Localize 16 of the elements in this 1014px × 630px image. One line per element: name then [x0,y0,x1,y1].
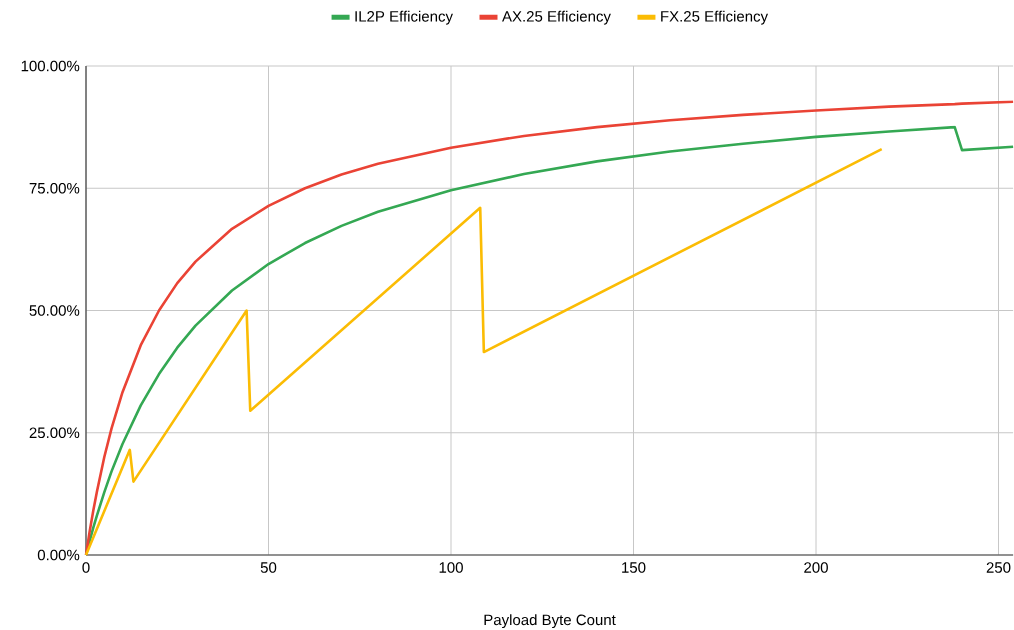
x-tick-label: 150 [622,562,646,573]
y-tick-label: 100.00% [21,60,80,72]
legend-label: FX.25 Efficiency [661,10,769,25]
y-tick-label: 0.00% [37,549,80,561]
y-tick-label: 50.00% [29,305,80,316]
y-tick-label: 75.00% [29,182,80,194]
x-tick-label: 250 [986,562,1011,573]
y-tick-label: 25.00% [29,427,80,439]
legend-label: IL2P Efficiency [355,10,453,25]
x-axis-title: Payload Byte Count [484,614,616,629]
x-tick-label: 200 [804,562,828,573]
x-tick-label: 50 [260,562,277,573]
legend-label: AX.25 Efficiency [502,10,611,25]
line-series [84,147,884,557]
x-tick-label: 0 [82,562,90,573]
x-tick-label: 100 [439,562,463,573]
